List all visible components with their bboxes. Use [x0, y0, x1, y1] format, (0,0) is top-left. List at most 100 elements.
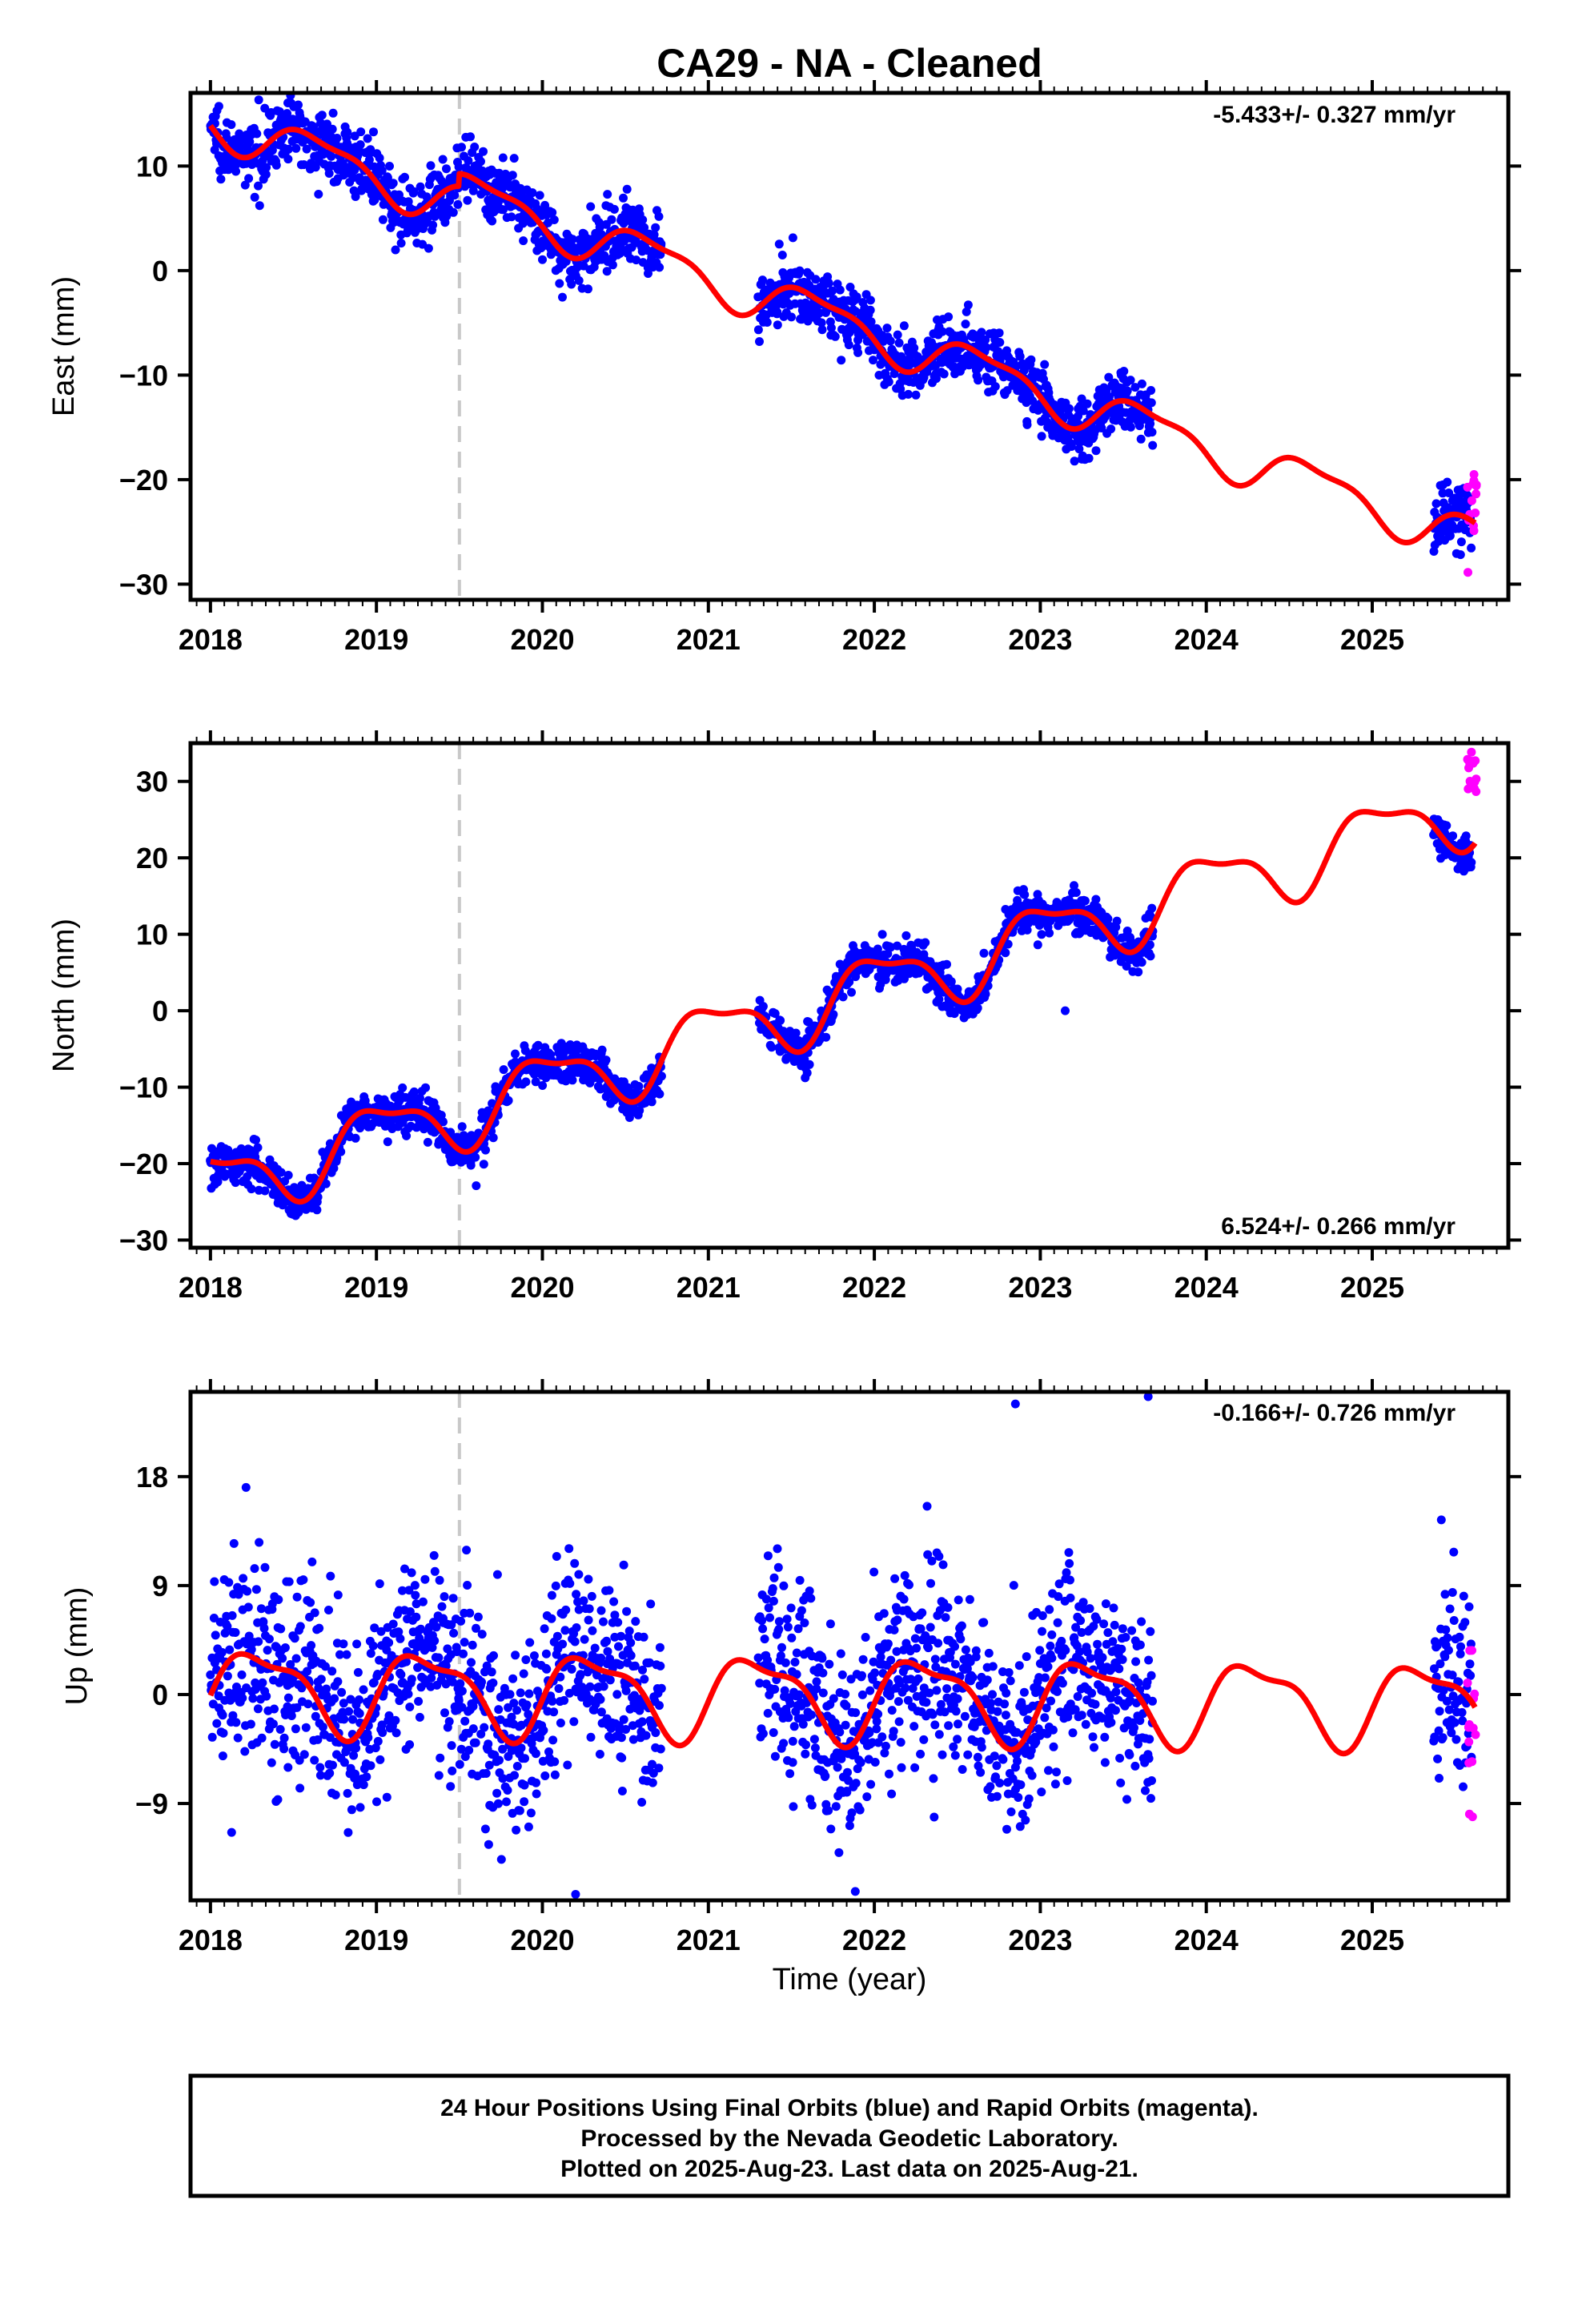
east-final-point — [811, 275, 821, 284]
east-final-point — [283, 155, 293, 164]
east-final-point — [240, 180, 250, 190]
up-final-point — [596, 1606, 606, 1615]
up-final-point — [586, 1732, 596, 1742]
up-final-point — [268, 1719, 278, 1729]
east-final-point — [568, 235, 577, 244]
up-final-point — [460, 1716, 470, 1726]
up-final-point — [622, 1606, 632, 1616]
up-final-point — [525, 1638, 535, 1647]
north-final-point — [1461, 831, 1471, 841]
east-final-point — [654, 211, 664, 221]
up-final-point — [405, 1740, 415, 1749]
north-final-point — [479, 1160, 488, 1169]
up-final-point — [763, 1708, 773, 1718]
north-outlier-point — [1060, 1006, 1070, 1015]
up-final-point — [436, 1753, 445, 1763]
north-final-point — [1033, 940, 1042, 950]
east-final-point — [470, 143, 480, 151]
east-final-point — [824, 279, 833, 288]
east-final-point — [1136, 434, 1146, 444]
up-final-point — [550, 1757, 560, 1767]
east-final-point — [1456, 537, 1466, 547]
up-final-point — [251, 1585, 261, 1594]
up-final-point — [532, 1778, 540, 1787]
up-final-point — [621, 1686, 631, 1695]
up-final-point — [480, 1723, 489, 1732]
up-final-point — [325, 1768, 335, 1778]
up-final-point — [529, 1651, 539, 1660]
east-final-point — [416, 182, 425, 191]
north-final-point — [481, 1145, 490, 1155]
up-final-point — [351, 1743, 361, 1753]
east-final-point — [1146, 386, 1156, 395]
east-final-point — [404, 197, 413, 207]
up-final-point — [223, 1671, 232, 1681]
east-final-point — [324, 169, 334, 178]
north-rapid-orbit-points — [1463, 747, 1481, 796]
east-x-tick-label: 2019 — [344, 623, 408, 656]
east-final-point — [538, 255, 547, 264]
up-final-point — [774, 1625, 784, 1634]
up-final-point — [790, 1658, 800, 1667]
east-final-point — [453, 199, 463, 209]
north-y-axis-label: North (mm) — [47, 919, 81, 1072]
up-final-point — [656, 1683, 666, 1693]
up-final-point — [760, 1634, 769, 1644]
east-final-point — [1130, 383, 1140, 392]
up-final-point — [414, 1697, 424, 1706]
up-final-point — [569, 1717, 579, 1727]
up-final-point — [788, 1758, 797, 1767]
north-final-point — [1134, 967, 1143, 977]
east-final-point — [391, 245, 400, 255]
up-final-point — [259, 1623, 269, 1633]
east-final-point — [385, 162, 394, 171]
up-final-point — [211, 1630, 220, 1640]
up-final-point — [217, 1647, 227, 1657]
up-final-point — [770, 1684, 780, 1694]
up-final-point — [605, 1675, 615, 1685]
north-final-orbit-points — [206, 814, 1476, 1220]
north-final-point — [533, 1040, 543, 1050]
east-final-point — [348, 173, 358, 183]
up-final-point — [324, 1606, 333, 1614]
east-x-tick-label: 2020 — [510, 623, 574, 656]
north-final-point — [1147, 903, 1157, 913]
north-final-point — [758, 1002, 768, 1011]
east-final-point — [528, 188, 537, 198]
north-final-point — [283, 1171, 293, 1180]
east-model-fit-line — [208, 123, 1477, 545]
east-y-tick-label: −10 — [119, 359, 168, 392]
east-final-point — [795, 266, 805, 275]
up-final-point — [328, 1760, 337, 1770]
north-final-point — [829, 1010, 838, 1019]
up-final-point — [295, 1783, 305, 1793]
up-final-point — [260, 1562, 270, 1572]
north-x-tick-label: 2025 — [1340, 1271, 1404, 1304]
north-final-point — [791, 1028, 801, 1038]
east-final-point — [1040, 360, 1050, 369]
east-final-point — [1064, 404, 1074, 413]
east-final-point — [885, 336, 895, 346]
up-final-point — [382, 1792, 391, 1802]
up-final-point — [777, 1642, 786, 1652]
up-final-point — [219, 1728, 228, 1738]
up-final-point — [240, 1747, 250, 1756]
up-final-point — [315, 1763, 325, 1772]
north-final-point — [531, 1077, 540, 1087]
up-final-point — [612, 1690, 622, 1699]
up-final-point — [626, 1638, 636, 1647]
up-final-point — [613, 1618, 623, 1627]
up-final-point — [359, 1780, 368, 1790]
up-final-point — [306, 1598, 315, 1607]
north-y-tick-label: −20 — [119, 1148, 168, 1180]
east-final-point — [388, 179, 398, 188]
east-final-point — [638, 215, 648, 224]
up-final-point — [248, 1694, 258, 1703]
up-final-point — [405, 1703, 415, 1711]
north-final-point — [383, 1137, 392, 1147]
east-final-point — [801, 298, 810, 308]
up-final-point — [587, 1591, 596, 1601]
east-final-point — [450, 191, 460, 200]
up-final-point — [779, 1739, 789, 1748]
up-final-point — [769, 1596, 778, 1606]
